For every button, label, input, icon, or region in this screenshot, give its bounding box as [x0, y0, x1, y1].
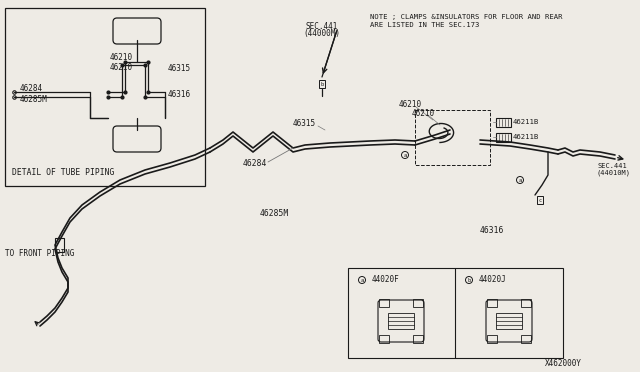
Text: DETAIL OF TUBE PIPING: DETAIL OF TUBE PIPING: [12, 167, 115, 176]
Bar: [487, 299, 497, 307]
Bar: [521, 335, 531, 343]
Bar: [55, 238, 64, 252]
Bar: [379, 299, 389, 307]
Text: 46316: 46316: [480, 225, 504, 234]
Bar: [348, 268, 563, 358]
Text: SEC.441: SEC.441: [598, 163, 628, 169]
Text: 46285M: 46285M: [20, 94, 48, 103]
Text: c: c: [538, 198, 541, 202]
Text: a: a: [518, 177, 522, 183]
Text: b: b: [321, 81, 324, 87]
Bar: [521, 299, 531, 307]
Bar: [379, 335, 389, 343]
Text: 46284: 46284: [20, 83, 43, 93]
Bar: [5, 8, 205, 186]
Text: 46211B: 46211B: [513, 119, 540, 125]
Text: 46210: 46210: [110, 62, 133, 71]
Bar: [496, 313, 522, 329]
Text: 46316: 46316: [168, 90, 191, 99]
Text: 46315: 46315: [168, 64, 191, 73]
Text: 46210: 46210: [412, 109, 435, 118]
Bar: [415, 110, 490, 165]
Text: TO FRONT PIPING: TO FRONT PIPING: [5, 248, 74, 257]
Text: 44020J: 44020J: [479, 276, 507, 285]
Bar: [496, 118, 511, 127]
Text: (44000M): (44000M): [303, 29, 340, 38]
Text: NOTE ; CLAMPS &INSULATORS FOR FLOOR AND REAR: NOTE ; CLAMPS &INSULATORS FOR FLOOR AND …: [370, 14, 563, 20]
Bar: [413, 335, 423, 343]
Text: a: a: [360, 278, 364, 282]
Text: 46210: 46210: [110, 52, 133, 61]
Bar: [388, 313, 414, 329]
Text: 46315: 46315: [293, 119, 316, 128]
Text: 46285M: 46285M: [260, 208, 289, 218]
Text: ARE LISTED IN THE SEC.173: ARE LISTED IN THE SEC.173: [370, 22, 479, 28]
Text: 44020F: 44020F: [372, 276, 400, 285]
Text: (44010M): (44010M): [596, 170, 630, 176]
Text: 46284: 46284: [243, 158, 268, 167]
Text: b: b: [467, 278, 470, 282]
Text: SEC.441: SEC.441: [305, 22, 337, 31]
Text: X462000Y: X462000Y: [545, 359, 582, 368]
Text: a: a: [403, 153, 406, 157]
Bar: [413, 299, 423, 307]
Bar: [496, 133, 511, 142]
Text: 46211B: 46211B: [513, 134, 540, 140]
Bar: [487, 335, 497, 343]
Text: 46210: 46210: [399, 99, 422, 109]
